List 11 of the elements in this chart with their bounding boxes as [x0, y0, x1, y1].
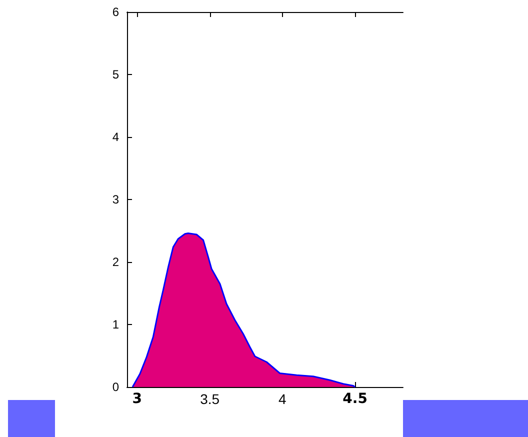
x-tick-label: 4.5 — [342, 391, 368, 407]
x-tick-label: 3 — [132, 391, 142, 407]
y-tick-label: 2 — [112, 255, 120, 269]
y-tick-label: 0 — [112, 380, 120, 394]
y-tick-label: 3 — [112, 192, 120, 206]
x-tick-label: 3.5 — [200, 391, 220, 407]
y-tick-label: 5 — [112, 68, 120, 82]
x-tick-label: 4 — [278, 391, 287, 407]
y-tick-label: 6 — [112, 5, 120, 19]
y-tick-label: 1 — [112, 318, 120, 332]
y-tick-label: 4 — [112, 130, 120, 144]
